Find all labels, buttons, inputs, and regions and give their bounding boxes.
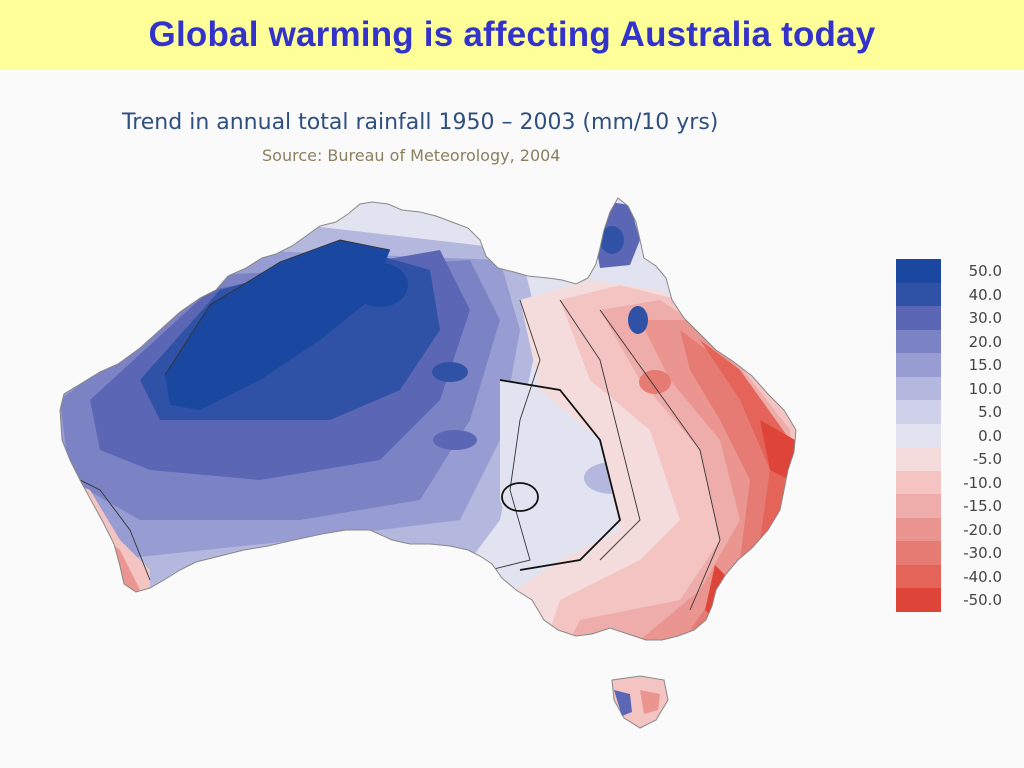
title-bar: Global warming is affecting Australia to… [0,0,1024,70]
legend-swatch [896,329,941,353]
legend-swatch [896,259,941,283]
legend-row-5: 5.0 [896,400,1016,424]
legend-label: -20.0 [963,520,1002,539]
rainfall-contours [60,198,796,640]
legend-swatch [896,541,941,565]
legend-swatch [896,400,941,424]
legend-label: 0.0 [978,426,1002,445]
legend-row-minus-30: -30.0 [896,541,1016,565]
legend-label: 15.0 [968,356,1002,374]
zero-contour [499,379,621,571]
map-source: Source: Bureau of Meteorology, 2004 [262,146,561,165]
legend-swatch [896,517,941,541]
legend: 50.0 40.0 30.0 20.0 15.0 10.0 5.0 0.0 -5… [896,259,1016,612]
legend-swatch [896,494,941,518]
legend-label: -10.0 [963,473,1002,492]
legend-row-40: 40.0 [896,282,1016,306]
legend-swatch [896,423,941,447]
legend-label: -30.0 [963,544,1002,562]
legend-label: 40.0 [968,285,1002,304]
legend-swatch [896,447,941,471]
legend-swatch [896,470,941,494]
map-title: Trend in annual total rainfall 1950 – 20… [122,110,719,135]
legend-row-10: 10.0 [896,376,1016,400]
legend-row-20: 20.0 [896,329,1016,353]
legend-row-0: 0.0 [896,423,1016,447]
legend-label: 50.0 [968,262,1002,280]
legend-row-minus-10: -10.0 [896,470,1016,494]
contour-lines [60,239,721,611]
legend-swatch [896,282,941,306]
legend-swatch [896,588,941,612]
legend-row-minus-40: -40.0 [896,564,1016,588]
legend-swatch [896,376,941,400]
legend-swatch [896,564,941,588]
legend-label: 10.0 [968,379,1002,398]
legend-row-minus-20: -20.0 [896,517,1016,541]
legend-row-50: 50.0 [896,259,1016,283]
legend-label: -5.0 [972,450,1002,468]
legend-label: -15.0 [963,497,1002,515]
tasmania [611,675,669,729]
legend-label: -40.0 [963,567,1002,586]
legend-row-15: 15.0 [896,353,1016,377]
legend-row-30: 30.0 [896,306,1016,330]
legend-row-minus-50: -50.0 [896,588,1016,612]
legend-label: -50.0 [963,591,1002,609]
legend-label: 20.0 [968,332,1002,351]
legend-swatch [896,353,941,377]
slide-title: Global warming is affecting Australia to… [148,15,876,54]
legend-row-minus-15: -15.0 [896,494,1016,518]
legend-label: 5.0 [978,403,1002,421]
legend-label: 30.0 [968,309,1002,327]
legend-swatch [896,306,941,330]
legend-row-minus-5: -5.0 [896,447,1016,471]
